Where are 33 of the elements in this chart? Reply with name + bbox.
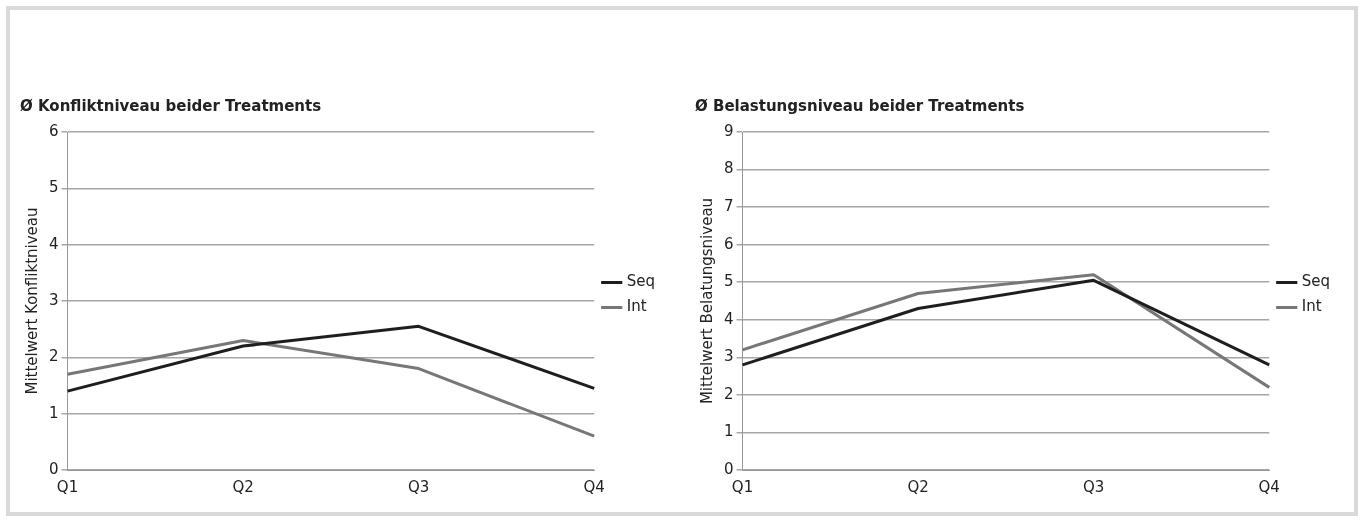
y-tick-label: 7: [724, 197, 734, 215]
x-tick-label: Q3: [1082, 477, 1105, 496]
y-tick-label: 2: [49, 347, 59, 366]
y-tick-label: 4: [49, 234, 59, 253]
legend-label: Int: [1301, 297, 1322, 316]
y-tick-label: 1: [49, 403, 59, 422]
legend-label: Seq: [1301, 272, 1331, 291]
y-tick-label: 5: [724, 272, 734, 291]
y-tick-label: 6: [49, 121, 59, 140]
y-axis-title: Mittelwert Konfliktniveau: [22, 207, 41, 395]
legend-label: Seq: [626, 272, 656, 291]
chart-title: Ø Konfliktniveau beider Treatments: [20, 96, 322, 115]
y-tick-label: 2: [724, 384, 734, 403]
chart-title: Ø Belastungsniveau beider Treatments: [695, 96, 1025, 115]
x-tick-label: Q2: [907, 477, 929, 496]
y-tick-label: 9: [724, 121, 734, 140]
y-tick-label: 1: [724, 422, 734, 441]
y-tick-label: 3: [49, 290, 59, 309]
x-tick-label: Q4: [1258, 477, 1280, 496]
x-tick-label: Q1: [731, 477, 754, 496]
y-tick-label: 3: [724, 347, 734, 366]
x-tick-label: Q3: [407, 477, 430, 496]
legend-label: Int: [626, 297, 647, 316]
x-tick-label: Q2: [232, 477, 254, 496]
y-tick-label: 6: [724, 234, 734, 253]
y-tick-label: 0: [49, 459, 59, 478]
y-axis-title: Mittelwert Belatungsniveau: [697, 197, 716, 405]
y-tick-label: 5: [49, 178, 59, 197]
y-tick-label: 8: [724, 159, 734, 178]
x-tick-label: Q1: [56, 477, 79, 496]
x-tick-label: Q4: [583, 477, 605, 496]
y-tick-label: 0: [724, 459, 734, 478]
y-tick-label: 4: [724, 309, 734, 328]
